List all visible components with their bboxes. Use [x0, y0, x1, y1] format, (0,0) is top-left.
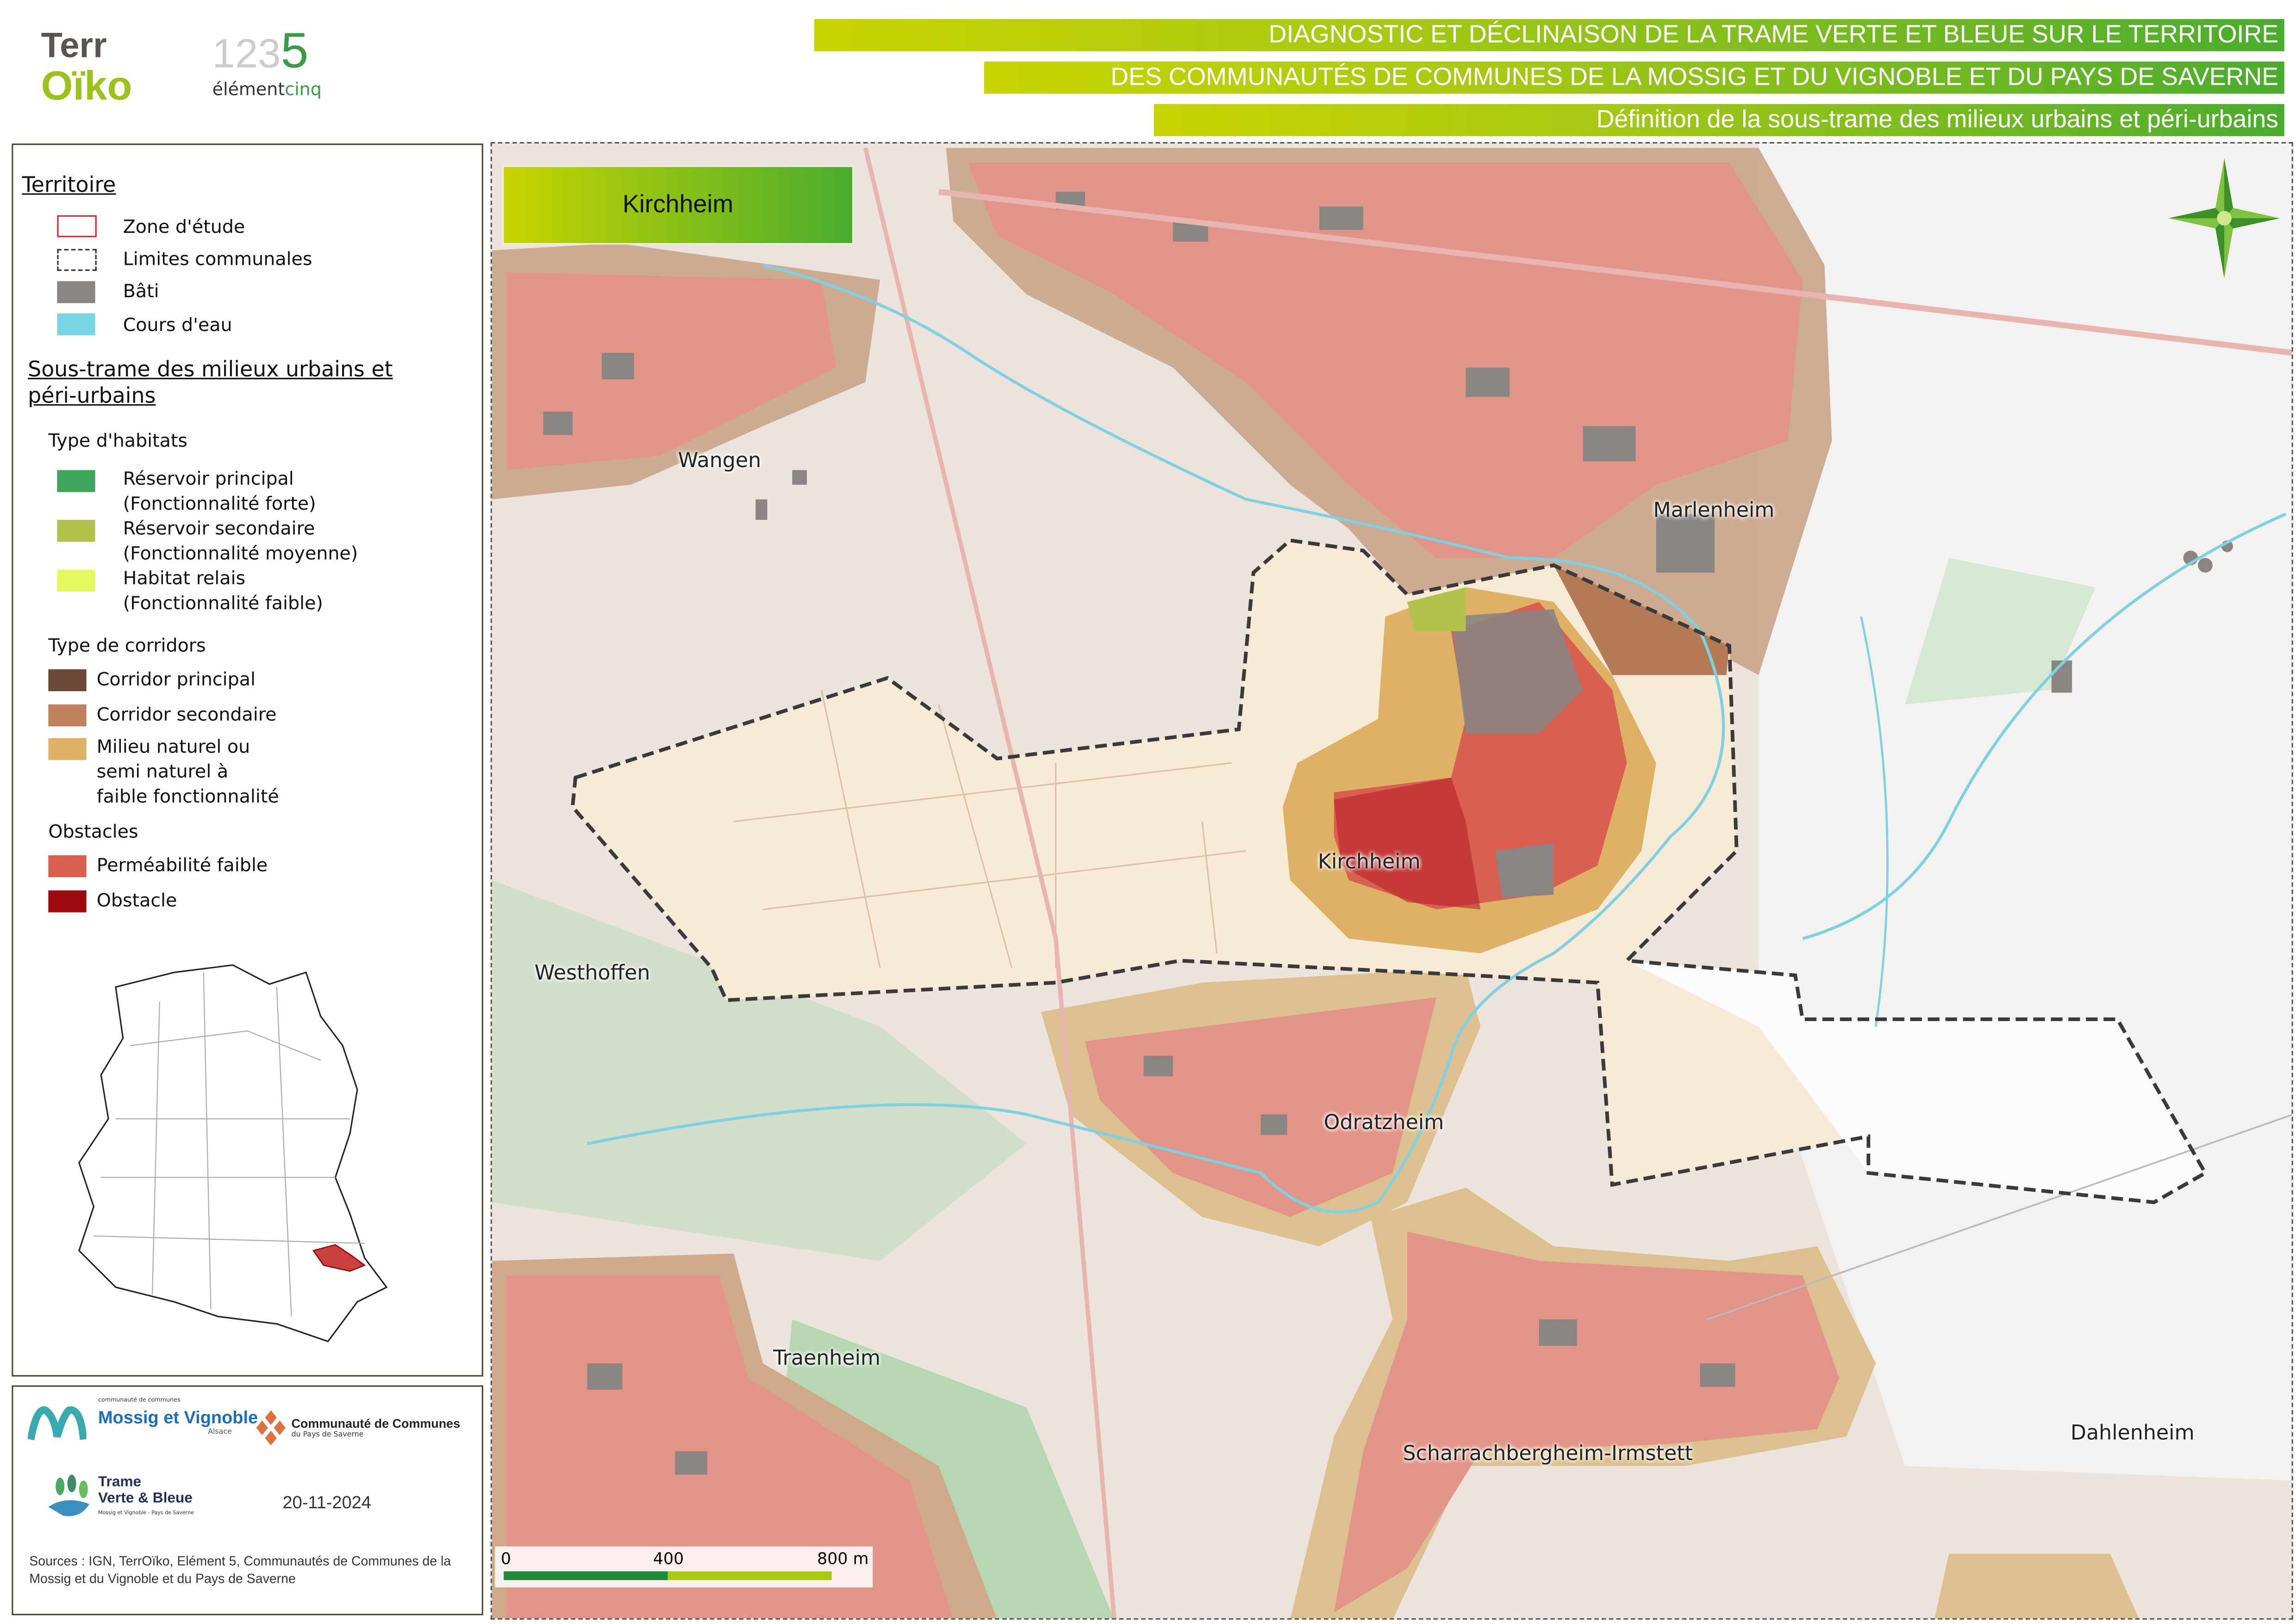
obstacle-swatch [48, 855, 87, 877]
map-canvas [492, 144, 2292, 1618]
town-label: Dahlenheim [2070, 1422, 2195, 1446]
tvb-logo-icon [45, 1474, 95, 1518]
title-line-2: DES COMMUNAUTÉS DE COMMUNES DE LA MOSSIG… [984, 61, 2284, 94]
legend-label: Cours d'eau [123, 313, 232, 336]
cours-eau-swatch [57, 313, 95, 336]
bati-swatch [57, 281, 95, 303]
limites-swatch [57, 249, 97, 271]
town-label: Odratzheim [1323, 1111, 1444, 1135]
legend-label: Habitat relais [123, 567, 246, 589]
commune-boundary [570, 538, 2208, 1205]
legend-label: Obstacle [96, 889, 177, 911]
corridor-swatch [48, 738, 87, 760]
sources-text: Sources : IGN, TerrOïko, Elément 5, Comm… [29, 1554, 451, 1586]
legend-panel: Territoire Zone d'étude Limites communal… [12, 144, 483, 1377]
tvb-logo-sub: Mossig et Vignoble - Pays de Saverne [98, 1510, 194, 1516]
legend-label: (Fonctionnalité faible) [123, 591, 323, 614]
locator-inset-map [78, 964, 388, 1343]
legend-label: semi naturel à [96, 760, 229, 782]
title-line-3: Définition de la sous-trame des milieux … [1154, 104, 2284, 137]
title-line-1: DIAGNOSTIC ET DÉCLINAISON DE LA TRAME VE… [814, 19, 2284, 51]
legend-label: Réservoir secondaire [123, 517, 315, 539]
saverne-logo-text: Communauté de Communes [291, 1416, 461, 1431]
scale-label: 800 m [817, 1549, 869, 1568]
river [586, 263, 1725, 1214]
legend-label: Zone d'étude [123, 215, 245, 237]
corridor-swatch [48, 704, 87, 726]
scale-label: 400 [653, 1549, 684, 1568]
habitat-swatch [57, 569, 95, 592]
legend-label: Corridor principal [96, 668, 256, 690]
legend-label: faible fonctionnalité [96, 785, 279, 807]
mossig-logo-text: Mossig et Vignoble [98, 1407, 258, 1428]
map-view[interactable]: Kirchheim Wangen Marlenheim Kirchheim We… [490, 142, 2293, 1620]
legend-label: Limites communales [123, 247, 312, 270]
corridor-swatch [48, 669, 87, 692]
town-label: Westhoffen [534, 962, 650, 986]
town-label: Traenheim [773, 1347, 881, 1371]
habitats-title: Type d'habitats [48, 429, 188, 451]
terroiko-logo: Terr Oïko [41, 26, 132, 109]
habitat-swatch [57, 519, 95, 542]
legend-label: (Fonctionnalité moyenne) [123, 542, 358, 564]
legend-label: Perméabilité faible [96, 854, 268, 876]
saverne-logo-icon [256, 1410, 286, 1446]
mossig-region: Alsace [208, 1428, 232, 1437]
obstacles-title: Obstacles [48, 820, 138, 842]
saverne-logo-sub: du Pays de Saverne [291, 1430, 364, 1440]
scale-label: 0 [500, 1549, 511, 1568]
habitat-swatch [57, 470, 95, 492]
town-label: Marlenheim [1653, 499, 1775, 523]
compass-rose-icon [2168, 158, 2280, 284]
mossig-logo-icon [27, 1405, 87, 1440]
mossig-small: communauté de communes [98, 1395, 181, 1403]
legend-label: Milieu naturel ou [96, 735, 250, 757]
tvb-logo-text: Trame [98, 1474, 142, 1491]
legend-label: (Fonctionnalité forte) [123, 492, 316, 514]
tvb-logo-text: Verte & Bleue [98, 1491, 193, 1507]
legend-label: Réservoir principal [123, 467, 294, 489]
obstacle-swatch [48, 890, 87, 912]
scale-bar: 0 400 800 m [495, 1546, 873, 1588]
town-label: Scharrachbergheim-Irmstett [1403, 1442, 1693, 1466]
town-label: Kirchheim [1317, 850, 1421, 874]
river [1802, 512, 2287, 940]
partner-logos-panel: communauté de communes Mossig et Vignobl… [12, 1385, 483, 1616]
element5-logo: 1235 élémentcinq [212, 23, 322, 100]
commune-title-box: Kirchheim [502, 165, 854, 245]
legend-territoire-title: Territoire [22, 174, 116, 198]
legend-label: Corridor secondaire [96, 703, 277, 725]
corridors-title: Type de corridors [48, 634, 206, 656]
legend-soustrame-title: Sous-trame des milieux urbains et péri-u… [28, 359, 393, 409]
legend-label: Bâti [123, 280, 159, 302]
zone-etude-swatch [57, 215, 97, 237]
town-label: Wangen [678, 450, 761, 473]
commune-title: Kirchheim [623, 190, 734, 219]
map-date: 20-11-2024 [282, 1492, 371, 1513]
